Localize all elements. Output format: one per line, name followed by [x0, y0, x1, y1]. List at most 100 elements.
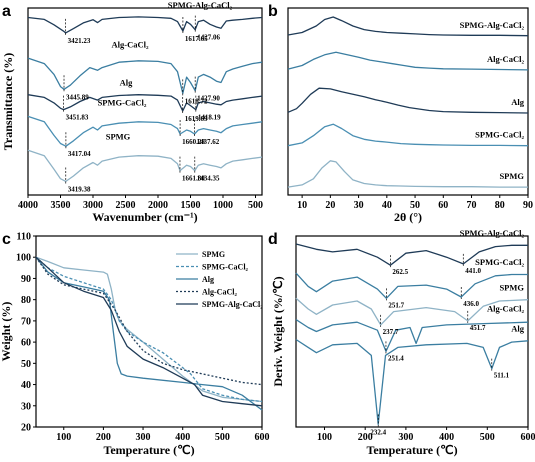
legend-label: Alg-CaCl₂: [202, 288, 237, 297]
x-tick-label: 2500: [116, 200, 136, 211]
peak-label: 1437.62: [197, 138, 220, 146]
peak-label: 1418.19: [198, 114, 221, 122]
tga-panel: 100 200 300 400 500 600 20 30 40 50 60 70 80 90 100 110…: [0, 232, 270, 458]
peak-label: 451.7: [470, 324, 486, 332]
legend-label: SPMG-CaCl₂: [202, 263, 249, 272]
legend-label: SPMG-Alg-CaCl₂: [202, 300, 263, 309]
plot-frame: [295, 235, 529, 428]
x-tick-label: 60: [438, 200, 448, 211]
curve-label: Alg: [120, 77, 134, 87]
peak-label: 1661.80: [182, 175, 205, 183]
curve-label: SPMG-Alg-CaCl₂: [460, 20, 525, 30]
peak-label: 436.0: [463, 300, 479, 308]
x-tick-label: 1000: [213, 200, 233, 211]
x-axis-title: 2θ (°): [394, 210, 422, 224]
curve-label: Alg: [511, 97, 525, 107]
curve-label: Alg: [511, 324, 525, 334]
x-tick-label: 600: [521, 432, 535, 443]
peak-label: 1427.06: [197, 34, 220, 42]
curve-label: Alg-CaCl₂: [487, 54, 524, 64]
ftir-curve: [27, 16, 263, 34]
x-tick-label: 30: [354, 200, 364, 211]
legend: SPMG SPMG-CaCl₂ Alg Alg-CaCl₂ SPMG-Alg-CaCl₂: [176, 250, 263, 309]
x-tick-label: 3000: [83, 200, 103, 211]
dtg-curve: [295, 338, 529, 425]
x-tick-label: 500: [248, 200, 263, 211]
ftir-curve: [27, 57, 263, 95]
y-tick-label: 70: [21, 316, 31, 327]
peak-label: 1660.28: [182, 138, 205, 146]
x-tick-label: 500: [480, 432, 495, 443]
panel-letter-b: b: [268, 3, 278, 20]
y-axis-title: Weight (%): [0, 302, 13, 362]
legend-label: SPMG: [202, 250, 225, 259]
x-tick-label: 100: [56, 432, 71, 443]
xrd-curve: [287, 51, 529, 71]
dtg-panel: 100 200 300 400 500 600 Temperature (℃) Deriv. …: [271, 228, 535, 457]
peak-label: 251.7: [388, 301, 404, 309]
x-tick-label: 70: [467, 200, 477, 211]
x-tick-label: 90: [523, 200, 533, 211]
xrd-panel: 10 20 30 40 50 60 70 80 90 2θ (°) SPMG-Alg-CaCl₂ Al…: [287, 7, 533, 224]
curve-label: Alg-CaCl₂: [487, 304, 524, 314]
tga-curve: [35, 256, 263, 411]
x-tick-label: 20: [325, 200, 335, 211]
curve-label: SPMG-Alg-CaCl₂: [168, 0, 233, 10]
x-tick-label: 10: [297, 200, 307, 211]
peak-label: 1618.72: [185, 97, 208, 105]
tga-curve: [35, 256, 263, 386]
dtg-curve: [295, 272, 528, 299]
legend-label: Alg: [202, 275, 214, 284]
y-tick-label: 80: [21, 295, 31, 306]
curve-label: SPMG-CaCl₂: [475, 257, 524, 267]
x-tick-label: 300: [136, 432, 151, 443]
peak-label: 3421.23: [68, 37, 91, 45]
ftir-curve: [27, 115, 263, 147]
x-tick-label: 200: [358, 432, 373, 443]
xrd-curve: [287, 87, 529, 114]
x-tick-label: 3500: [51, 200, 71, 211]
x-tick-label: 500: [215, 432, 230, 443]
tga-curve: [35, 256, 263, 403]
x-tick-label: 40: [382, 200, 392, 211]
xrd-curve: [287, 123, 529, 147]
y-tick-label: 100: [16, 253, 31, 264]
x-axis-title: Wavenumber (cm⁻¹): [92, 210, 197, 224]
peak-label: 511.1: [494, 372, 510, 380]
peak-label: 251.4: [388, 354, 404, 362]
curve-label: SPMG-CaCl₂: [475, 129, 524, 139]
panel-letter-d: d: [268, 231, 278, 248]
curve-label: SPMG-CaCl₂: [98, 98, 147, 108]
ftir-curve: [27, 149, 263, 183]
y-tick-label: 50: [21, 359, 31, 370]
dtg-curve: [295, 243, 528, 266]
peak-label: 3451.83: [66, 114, 89, 122]
peak-label: 237.7: [383, 328, 399, 336]
curve-label: Alg-CaCl₂: [111, 39, 148, 49]
peak-label: 1427.90: [197, 95, 220, 103]
x-tick-label: 600: [255, 432, 270, 443]
ftir-panel: 4000 3500 3000 2500 2000 1500 1000 500 Wavenumbe…: [1, 0, 263, 224]
dtg-curve: [295, 297, 529, 326]
x-axis-title: Temperature (℃): [366, 443, 457, 457]
tga-curve: [35, 256, 263, 407]
x-tick-label: 4000: [18, 200, 38, 211]
x-tick-label: 400: [175, 432, 190, 443]
x-tick-label: 400: [439, 432, 454, 443]
peak-label: 1619.69: [185, 115, 208, 123]
plot-frame: [35, 235, 263, 428]
peak-label: 262.5: [392, 268, 408, 276]
peak-label: 3417.04: [68, 150, 91, 158]
y-tick-label: 90: [21, 274, 31, 285]
xrd-curve: [287, 16, 529, 37]
x-tick-label: 200: [96, 432, 111, 443]
dtg-curve: [295, 319, 529, 353]
peak-label: 3445.89: [66, 93, 89, 101]
y-axis-title: Transmittance (%): [1, 53, 15, 150]
x-tick-label: 50: [410, 200, 420, 211]
peak-label: 232.4: [370, 428, 386, 436]
y-tick-label: 110: [17, 232, 31, 243]
panel-letter-c: c: [2, 231, 11, 248]
peak-label: 3419.38: [68, 185, 91, 193]
